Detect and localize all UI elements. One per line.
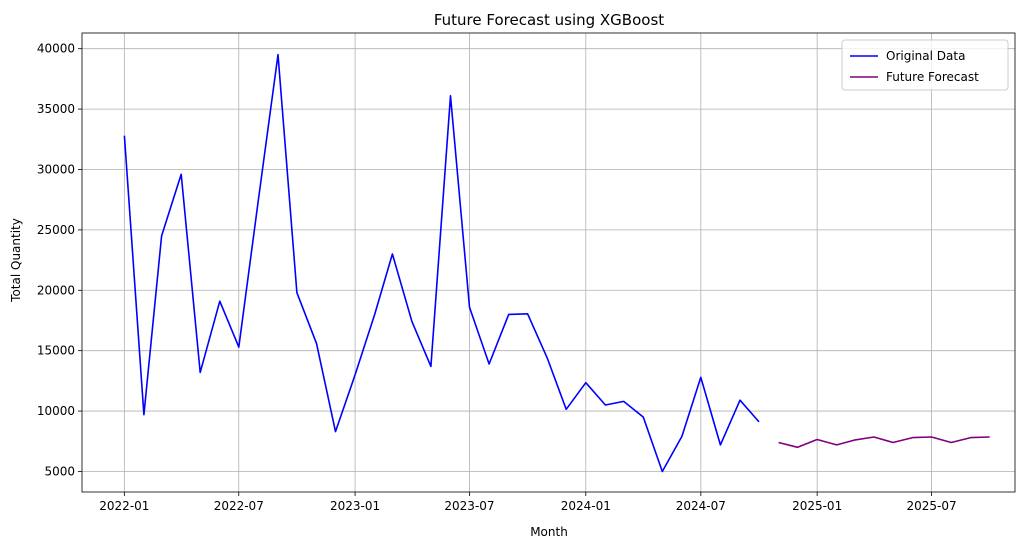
y-tick-label: 35000 [37, 102, 75, 116]
legend-box [841, 39, 1009, 91]
x-tick-label: 2022-07 [214, 499, 264, 513]
x-tick-label: 2025-07 [906, 499, 956, 513]
series-group [123, 53, 990, 473]
x-axis: 2022-01 2022-07 2023-01 2023-07 2024-01 2024-… [99, 492, 957, 513]
legend-label: Future Forecast [886, 70, 979, 84]
x-tick-label: 2024-01 [561, 499, 611, 513]
chart-title: Future Forecast using XGBoost [434, 11, 664, 29]
x-tick-label: 2024-07 [676, 499, 726, 513]
legend-label: Original Data [886, 49, 965, 63]
x-tick-label: 2022-01 [99, 499, 149, 513]
grid [82, 33, 1015, 492]
y-tick-label: 25000 [37, 223, 75, 237]
series-line-future-forecast [778, 436, 990, 449]
y-tick-label: 5000 [44, 464, 75, 478]
plot-area-frame [81, 32, 1016, 493]
y-axis: 5000 10000 15000 20000 25000 30000 35000 40000 [37, 42, 82, 478]
y-tick-label: 20000 [37, 283, 75, 297]
x-tick-label: 2023-01 [330, 499, 380, 513]
x-tick-label: 2025-01 [792, 499, 842, 513]
series-line-original-data [123, 53, 760, 473]
x-axis-title: Month [530, 525, 568, 539]
y-tick-label: 30000 [37, 162, 75, 176]
y-axis-title: Total Quantity [9, 218, 23, 303]
y-tick-label: 15000 [37, 344, 75, 358]
x-tick-label: 2023-07 [444, 499, 494, 513]
legend: Original Data Future Forecast [841, 39, 1009, 91]
y-tick-label: 10000 [37, 404, 75, 418]
y-tick-label: 40000 [37, 42, 75, 56]
